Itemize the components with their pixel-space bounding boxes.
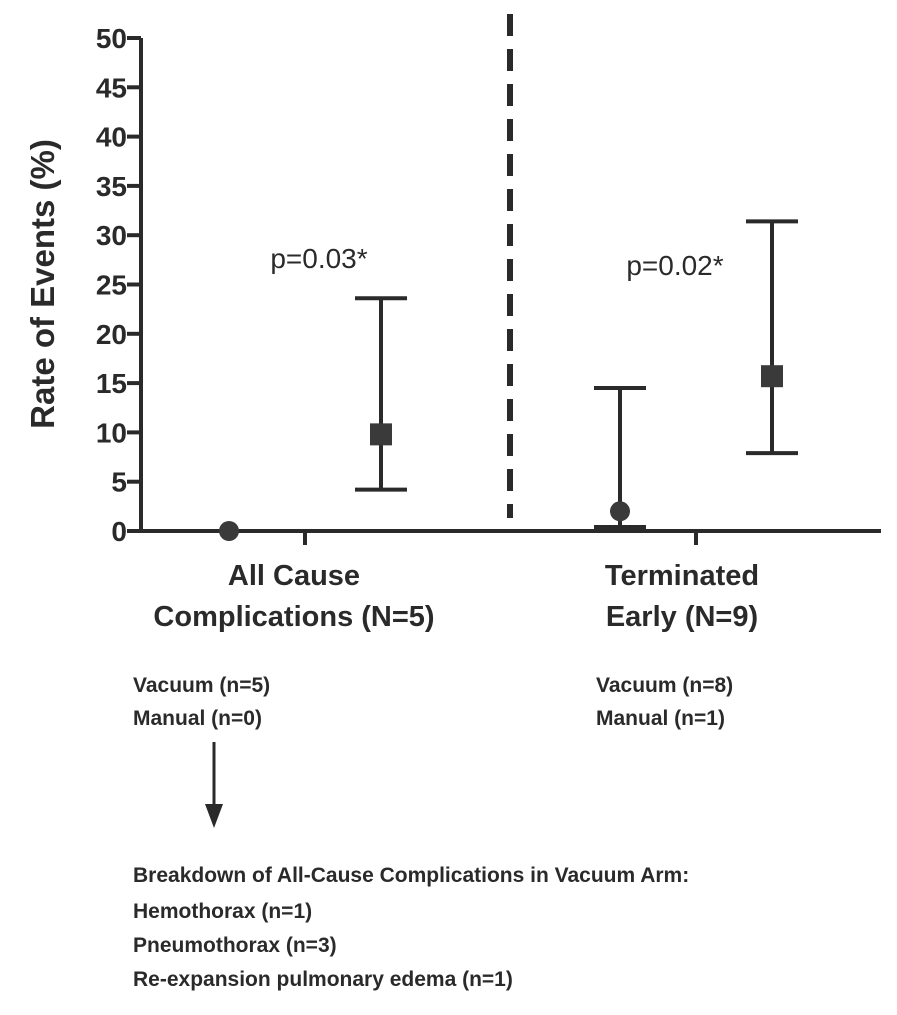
breakdown-item-pneumothorax: Pneumothorax (n=3)	[133, 934, 337, 957]
data-point-square	[370, 423, 392, 446]
group-1-count-manual: Manual (n=0)	[133, 707, 262, 730]
y-tick-label: 10	[96, 417, 127, 448]
x-ticks	[303, 531, 698, 545]
data-marks	[219, 219, 798, 541]
arrow-down-icon	[205, 742, 223, 828]
y-tick-label: 45	[96, 72, 127, 103]
breakdown-title: Breakdown of All-Cause Complications in …	[133, 864, 689, 887]
category-label-2-line-1: Terminated	[605, 560, 759, 592]
breakdown-item-hemothorax: Hemothorax (n=1)	[133, 900, 312, 923]
group-1-count-vacuum: Vacuum (n=5)	[133, 674, 270, 697]
y-tick-label: 50	[96, 23, 127, 54]
y-tick-label: 5	[111, 467, 127, 498]
y-tick-label: 15	[96, 368, 127, 399]
p-value-group-1: p=0.03*	[270, 243, 367, 274]
group-2-count-manual: Manual (n=1)	[596, 707, 725, 730]
y-tick-label: 0	[111, 516, 127, 547]
y-tick-label: 40	[96, 122, 127, 153]
y-axis-label: Rate of Events (%)	[24, 139, 61, 429]
data-point-circle	[219, 521, 239, 541]
category-label-1-line-1: All Cause	[228, 560, 360, 592]
data-point-square	[761, 365, 783, 388]
y-tick-label: 20	[96, 319, 127, 350]
category-label-1-line-2: Complications (N=5)	[153, 601, 434, 633]
y-ticks: 0 5 10 15 20 25 30 35 40 45 50	[96, 23, 141, 547]
category-label-2-line-2: Early (N=9)	[606, 601, 758, 633]
y-tick-label: 25	[96, 270, 127, 301]
y-tick-label: 35	[96, 171, 127, 202]
p-value-group-2: p=0.02*	[626, 250, 723, 281]
group-2-count-vacuum: Vacuum (n=8)	[596, 674, 733, 697]
data-point-circle	[610, 501, 630, 522]
breakdown-item-edema: Re-expansion pulmonary edema (n=1)	[133, 968, 513, 991]
y-tick-label: 30	[96, 220, 127, 251]
